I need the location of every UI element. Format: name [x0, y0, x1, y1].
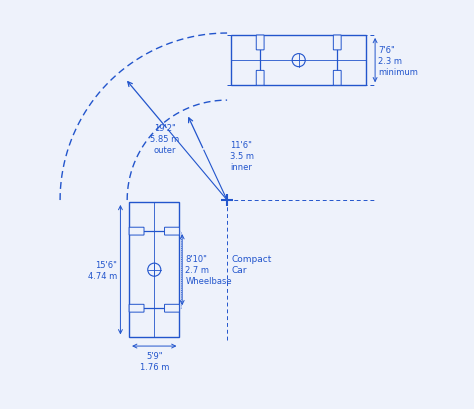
- Text: 15'6"
4.74 m: 15'6" 4.74 m: [88, 260, 117, 280]
- Text: 5'9"
1.76 m: 5'9" 1.76 m: [139, 351, 169, 371]
- Text: Compact
Car: Compact Car: [232, 254, 272, 274]
- FancyBboxPatch shape: [164, 305, 179, 312]
- Text: 19'2"
5.85 m
outer: 19'2" 5.85 m outer: [150, 124, 180, 155]
- FancyBboxPatch shape: [333, 36, 341, 51]
- Text: 11'6"
3.5 m
inner: 11'6" 3.5 m inner: [230, 140, 254, 171]
- Text: 7'6"
2.3 m
minimum: 7'6" 2.3 m minimum: [378, 45, 418, 76]
- FancyBboxPatch shape: [256, 36, 264, 51]
- Text: 8'10"
2.7 m
Wheelbase: 8'10" 2.7 m Wheelbase: [185, 254, 232, 285]
- Bar: [231, 36, 366, 86]
- FancyBboxPatch shape: [164, 228, 179, 236]
- FancyBboxPatch shape: [333, 71, 341, 86]
- Bar: [129, 202, 179, 337]
- FancyBboxPatch shape: [256, 71, 264, 86]
- FancyBboxPatch shape: [129, 228, 144, 236]
- FancyBboxPatch shape: [129, 305, 144, 312]
